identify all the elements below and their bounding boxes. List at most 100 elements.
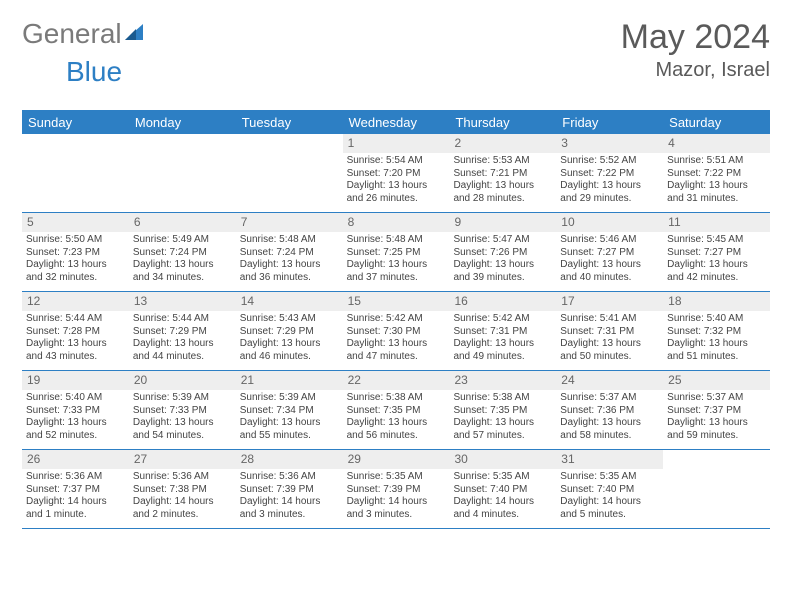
day-cell: 27Sunrise: 5:36 AMSunset: 7:38 PMDayligh… [129, 450, 236, 528]
daylight-line: Daylight: 13 hours and 26 minutes. [347, 180, 446, 205]
day-cell: 3Sunrise: 5:52 AMSunset: 7:22 PMDaylight… [556, 134, 663, 212]
day-content: Sunrise: 5:40 AMSunset: 7:33 PMDaylight:… [22, 390, 129, 446]
sunset-line: Sunset: 7:39 PM [347, 484, 446, 497]
day-cell: 4Sunrise: 5:51 AMSunset: 7:22 PMDaylight… [663, 134, 770, 212]
sunset-line: Sunset: 7:25 PM [347, 247, 446, 260]
title-block: May 2024 Mazor, Israel [621, 18, 770, 82]
daylight-line: Daylight: 13 hours and 57 minutes. [453, 417, 552, 442]
daylight-line: Daylight: 13 hours and 51 minutes. [667, 338, 766, 363]
day-number: 12 [22, 292, 129, 311]
sunrise-line: Sunrise: 5:40 AM [667, 313, 766, 326]
daylight-line: Daylight: 13 hours and 50 minutes. [560, 338, 659, 363]
day-cell: 12Sunrise: 5:44 AMSunset: 7:28 PMDayligh… [22, 292, 129, 370]
month-title: May 2024 [621, 18, 770, 57]
day-number: 6 [129, 213, 236, 232]
sunset-line: Sunset: 7:24 PM [133, 247, 232, 260]
day-content: Sunrise: 5:44 AMSunset: 7:29 PMDaylight:… [129, 311, 236, 367]
daylight-line: Daylight: 13 hours and 40 minutes. [560, 259, 659, 284]
day-cell: 2Sunrise: 5:53 AMSunset: 7:21 PMDaylight… [449, 134, 556, 212]
day-content: Sunrise: 5:39 AMSunset: 7:34 PMDaylight:… [236, 390, 343, 446]
day-cell: 15Sunrise: 5:42 AMSunset: 7:30 PMDayligh… [343, 292, 450, 370]
sunset-line: Sunset: 7:28 PM [26, 326, 125, 339]
daylight-line: Daylight: 14 hours and 4 minutes. [453, 496, 552, 521]
sunset-line: Sunset: 7:31 PM [560, 326, 659, 339]
sunset-line: Sunset: 7:35 PM [347, 405, 446, 418]
day-number: 23 [449, 371, 556, 390]
daylight-line: Daylight: 13 hours and 54 minutes. [133, 417, 232, 442]
daylight-line: Daylight: 13 hours and 31 minutes. [667, 180, 766, 205]
calendar: SundayMondayTuesdayWednesdayThursdayFrid… [22, 110, 770, 529]
sunrise-line: Sunrise: 5:37 AM [667, 392, 766, 405]
sunset-line: Sunset: 7:31 PM [453, 326, 552, 339]
weekday-header: Saturday [663, 111, 770, 134]
day-cell: 18Sunrise: 5:40 AMSunset: 7:32 PMDayligh… [663, 292, 770, 370]
week-row: 19Sunrise: 5:40 AMSunset: 7:33 PMDayligh… [22, 371, 770, 450]
daylight-line: Daylight: 13 hours and 43 minutes. [26, 338, 125, 363]
day-content: Sunrise: 5:52 AMSunset: 7:22 PMDaylight:… [556, 153, 663, 209]
day-cell: 29Sunrise: 5:35 AMSunset: 7:39 PMDayligh… [343, 450, 450, 528]
daylight-line: Daylight: 13 hours and 32 minutes. [26, 259, 125, 284]
daylight-line: Daylight: 14 hours and 1 minute. [26, 496, 125, 521]
daylight-line: Daylight: 13 hours and 52 minutes. [26, 417, 125, 442]
week-row: 12Sunrise: 5:44 AMSunset: 7:28 PMDayligh… [22, 292, 770, 371]
day-number: 29 [343, 450, 450, 469]
day-cell: 1Sunrise: 5:54 AMSunset: 7:20 PMDaylight… [343, 134, 450, 212]
day-number: 10 [556, 213, 663, 232]
day-cell: 16Sunrise: 5:42 AMSunset: 7:31 PMDayligh… [449, 292, 556, 370]
day-content: Sunrise: 5:47 AMSunset: 7:26 PMDaylight:… [449, 232, 556, 288]
day-content: Sunrise: 5:38 AMSunset: 7:35 PMDaylight:… [343, 390, 450, 446]
sunrise-line: Sunrise: 5:35 AM [560, 471, 659, 484]
sunset-line: Sunset: 7:37 PM [26, 484, 125, 497]
day-number: 26 [22, 450, 129, 469]
day-cell: 8Sunrise: 5:48 AMSunset: 7:25 PMDaylight… [343, 213, 450, 291]
day-cell [236, 134, 343, 212]
sunrise-line: Sunrise: 5:53 AM [453, 155, 552, 168]
sunset-line: Sunset: 7:23 PM [26, 247, 125, 260]
daylight-line: Daylight: 13 hours and 59 minutes. [667, 417, 766, 442]
day-number: 8 [343, 213, 450, 232]
daylight-line: Daylight: 13 hours and 39 minutes. [453, 259, 552, 284]
sunrise-line: Sunrise: 5:35 AM [453, 471, 552, 484]
sunrise-line: Sunrise: 5:42 AM [453, 313, 552, 326]
sunset-line: Sunset: 7:20 PM [347, 168, 446, 181]
day-content: Sunrise: 5:40 AMSunset: 7:32 PMDaylight:… [663, 311, 770, 367]
day-content: Sunrise: 5:46 AMSunset: 7:27 PMDaylight:… [556, 232, 663, 288]
day-content: Sunrise: 5:35 AMSunset: 7:40 PMDaylight:… [556, 469, 663, 525]
logo-text-part1: General [22, 18, 122, 50]
day-cell: 31Sunrise: 5:35 AMSunset: 7:40 PMDayligh… [556, 450, 663, 528]
sunrise-line: Sunrise: 5:52 AM [560, 155, 659, 168]
sunset-line: Sunset: 7:26 PM [453, 247, 552, 260]
sunrise-line: Sunrise: 5:51 AM [667, 155, 766, 168]
day-cell: 20Sunrise: 5:39 AMSunset: 7:33 PMDayligh… [129, 371, 236, 449]
logo-text-part2: Blue [66, 56, 122, 88]
location-label: Mazor, Israel [621, 59, 770, 82]
sunset-line: Sunset: 7:30 PM [347, 326, 446, 339]
sunrise-line: Sunrise: 5:44 AM [133, 313, 232, 326]
sunrise-line: Sunrise: 5:39 AM [240, 392, 339, 405]
sunset-line: Sunset: 7:29 PM [240, 326, 339, 339]
day-number: 15 [343, 292, 450, 311]
day-content: Sunrise: 5:37 AMSunset: 7:37 PMDaylight:… [663, 390, 770, 446]
day-cell: 10Sunrise: 5:46 AMSunset: 7:27 PMDayligh… [556, 213, 663, 291]
day-number: 4 [663, 134, 770, 153]
daylight-line: Daylight: 13 hours and 55 minutes. [240, 417, 339, 442]
daylight-line: Daylight: 13 hours and 36 minutes. [240, 259, 339, 284]
sunset-line: Sunset: 7:38 PM [133, 484, 232, 497]
sunrise-line: Sunrise: 5:42 AM [347, 313, 446, 326]
daylight-line: Daylight: 13 hours and 46 minutes. [240, 338, 339, 363]
day-number: 9 [449, 213, 556, 232]
sunset-line: Sunset: 7:34 PM [240, 405, 339, 418]
day-content: Sunrise: 5:36 AMSunset: 7:38 PMDaylight:… [129, 469, 236, 525]
day-content: Sunrise: 5:35 AMSunset: 7:40 PMDaylight:… [449, 469, 556, 525]
sunset-line: Sunset: 7:33 PM [133, 405, 232, 418]
sunrise-line: Sunrise: 5:50 AM [26, 234, 125, 247]
daylight-line: Daylight: 14 hours and 2 minutes. [133, 496, 232, 521]
day-content: Sunrise: 5:45 AMSunset: 7:27 PMDaylight:… [663, 232, 770, 288]
day-cell: 13Sunrise: 5:44 AMSunset: 7:29 PMDayligh… [129, 292, 236, 370]
day-cell: 25Sunrise: 5:37 AMSunset: 7:37 PMDayligh… [663, 371, 770, 449]
sunrise-line: Sunrise: 5:46 AM [560, 234, 659, 247]
logo-triangle-icon [125, 22, 147, 40]
sunrise-line: Sunrise: 5:49 AM [133, 234, 232, 247]
day-content: Sunrise: 5:35 AMSunset: 7:39 PMDaylight:… [343, 469, 450, 525]
weekday-header: Sunday [22, 111, 129, 134]
